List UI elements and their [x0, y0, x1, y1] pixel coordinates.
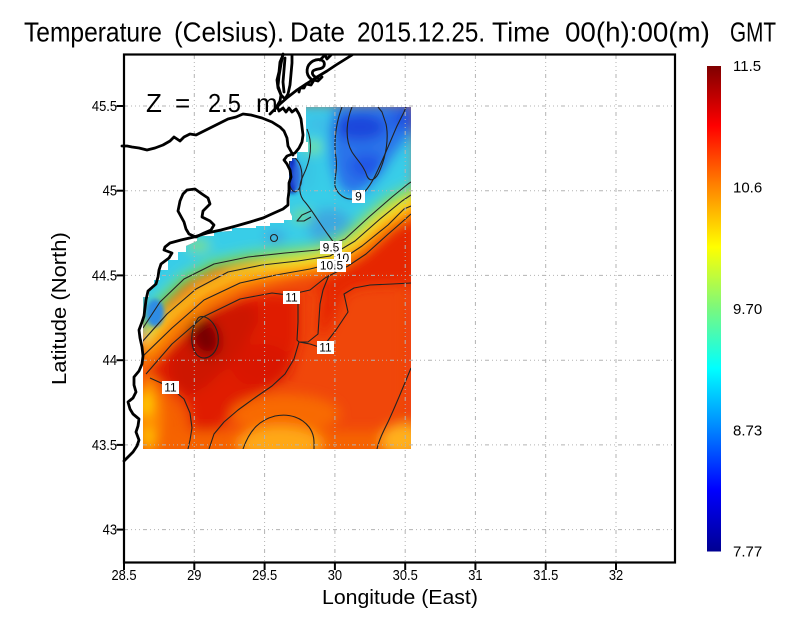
svg-text:43: 43 — [103, 521, 118, 538]
svg-text:Z: Z — [146, 88, 162, 118]
svg-text:45: 45 — [103, 182, 118, 199]
svg-text:Temperature: Temperature — [24, 16, 162, 48]
svg-text:31.5: 31.5 — [533, 566, 558, 583]
svg-text:7.77: 7.77 — [733, 544, 762, 561]
svg-text:29: 29 — [187, 566, 202, 583]
svg-text:Latitude (North): Latitude (North) — [49, 232, 71, 385]
svg-text:m: m — [256, 88, 278, 118]
svg-text:11: 11 — [164, 381, 177, 395]
svg-text:31: 31 — [468, 566, 483, 583]
svg-text:44.5: 44.5 — [92, 266, 117, 283]
svg-text:45.5: 45.5 — [92, 97, 117, 114]
svg-text:11: 11 — [285, 291, 298, 305]
svg-text:43.5: 43.5 — [92, 436, 117, 453]
svg-text:11.5: 11.5 — [733, 58, 761, 75]
svg-text:Time: Time — [492, 16, 550, 48]
svg-text:30: 30 — [328, 566, 343, 583]
svg-text:GMT: GMT — [730, 18, 776, 49]
svg-text:10.5: 10.5 — [320, 259, 344, 273]
svg-text:=: = — [175, 88, 190, 118]
svg-text:10.6: 10.6 — [733, 180, 762, 197]
svg-text:28.5: 28.5 — [111, 566, 136, 583]
svg-text:00(h):00(m): 00(h):00(m) — [565, 16, 710, 47]
svg-text:9.5: 9.5 — [323, 241, 340, 255]
svg-text:11: 11 — [319, 341, 332, 355]
svg-text:2.5: 2.5 — [208, 90, 241, 118]
svg-text:8.73: 8.73 — [733, 423, 762, 440]
svg-text:Date: Date — [290, 17, 345, 48]
svg-text:(Celsius).: (Celsius). — [174, 17, 284, 48]
svg-text:Longitude (East): Longitude (East) — [322, 587, 478, 609]
svg-text:44: 44 — [103, 351, 118, 368]
svg-text:9.70: 9.70 — [733, 301, 762, 318]
svg-text:2015.12.25.: 2015.12.25. — [357, 16, 485, 48]
svg-text:9: 9 — [355, 190, 362, 204]
svg-text:29.5: 29.5 — [252, 566, 277, 583]
svg-text:32: 32 — [609, 566, 624, 583]
svg-text:30.5: 30.5 — [393, 566, 418, 583]
